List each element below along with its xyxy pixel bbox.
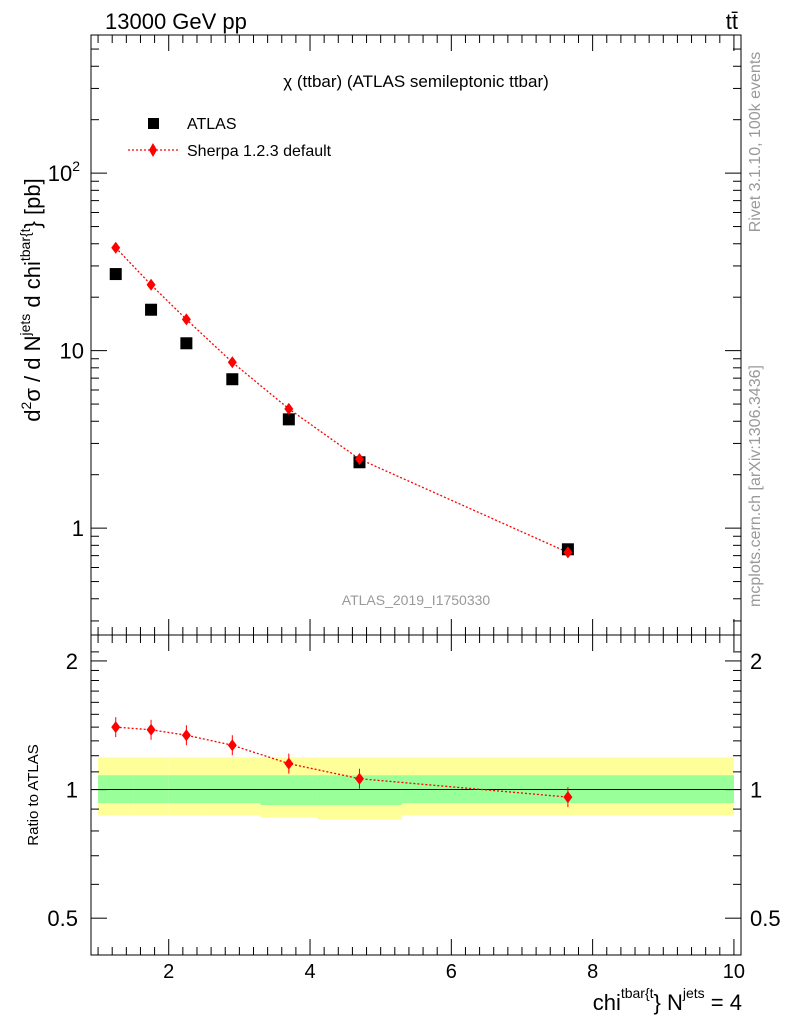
ratio-point [563,791,573,804]
process-label: tt̄ [726,9,738,34]
mc-point [181,313,191,326]
analysis-id-label: ATLAS_2019_I1750330 [342,592,491,608]
mc-point [146,278,156,291]
main-y-tick-label: 10 [60,339,84,364]
x-tick-label: 8 [587,961,598,983]
mc-point [284,402,294,415]
ratio-y-tick-label-right: 0.5 [750,906,781,931]
legend-label-mc: Sherpa 1.2.3 default [187,143,332,160]
ratio-y-tick-label-right: 1 [750,778,762,803]
ratio-y-tick-label-right: 2 [750,649,762,674]
data-point [282,413,295,426]
main-y-tick-label: 1 [72,516,84,541]
ratio-y-tick-label-left: 2 [66,649,78,674]
data-point [180,337,193,350]
ratio-point [111,721,121,734]
mc-point [227,356,237,369]
ratio-panel: 0.5 0.5 1 1 2 2 2 4 6 8 10 Ratio to ATLAS chitbar… [25,634,781,1015]
ratio-y-axis-label: Ratio to ATLAS [25,744,42,845]
ratio-point [354,772,364,785]
x-tick-label: 4 [304,961,315,983]
legend: ATLAS Sherpa 1.2.3 default [128,116,332,160]
mc-point [111,241,121,254]
main-y-axis-label: d2σ / d Njets d chitbar{t} [pb] [17,178,45,421]
ratio-band-inner [260,775,318,806]
x-tick-label: 2 [163,961,174,983]
ratio-y-tick-label-left: 1 [66,778,78,803]
mc-point [563,546,573,559]
ratio-y-tick-label-left: 0.5 [47,906,78,931]
legend-marker-mc [149,143,157,157]
ratio-frame [90,634,742,956]
main-y-tick-label: 102 [48,158,80,186]
x-tick-label: 6 [446,961,457,983]
x-tick-label: 10 [723,961,745,983]
data-point [109,268,122,281]
legend-label-data: ATLAS [187,116,237,133]
chart-title: χ (ttbar) (ATLAS semileptonic ttbar) [283,72,549,91]
mc-point [354,453,364,466]
data-point [145,303,158,316]
mcplots-source-label: mcplots.cern.ch [arXiv:1306.3436] [747,365,764,607]
ratio-point [146,723,156,736]
data-point [226,373,239,386]
ratio-point [181,729,191,742]
main-panel: 1 10 102 χ (ttbar) (ATLAS semileptonic ttb… [17,34,742,636]
energy-label: 13000 GeV pp [105,9,247,34]
x-axis-label: chitbar{t} Njets = 4 [593,985,742,1015]
legend-marker-data [148,118,159,129]
ratio-point [284,757,294,770]
mc-series-line [115,247,569,553]
ratio-point [227,739,237,752]
rivet-version-label: Rivet 3.1.10, 100k events [747,52,764,233]
